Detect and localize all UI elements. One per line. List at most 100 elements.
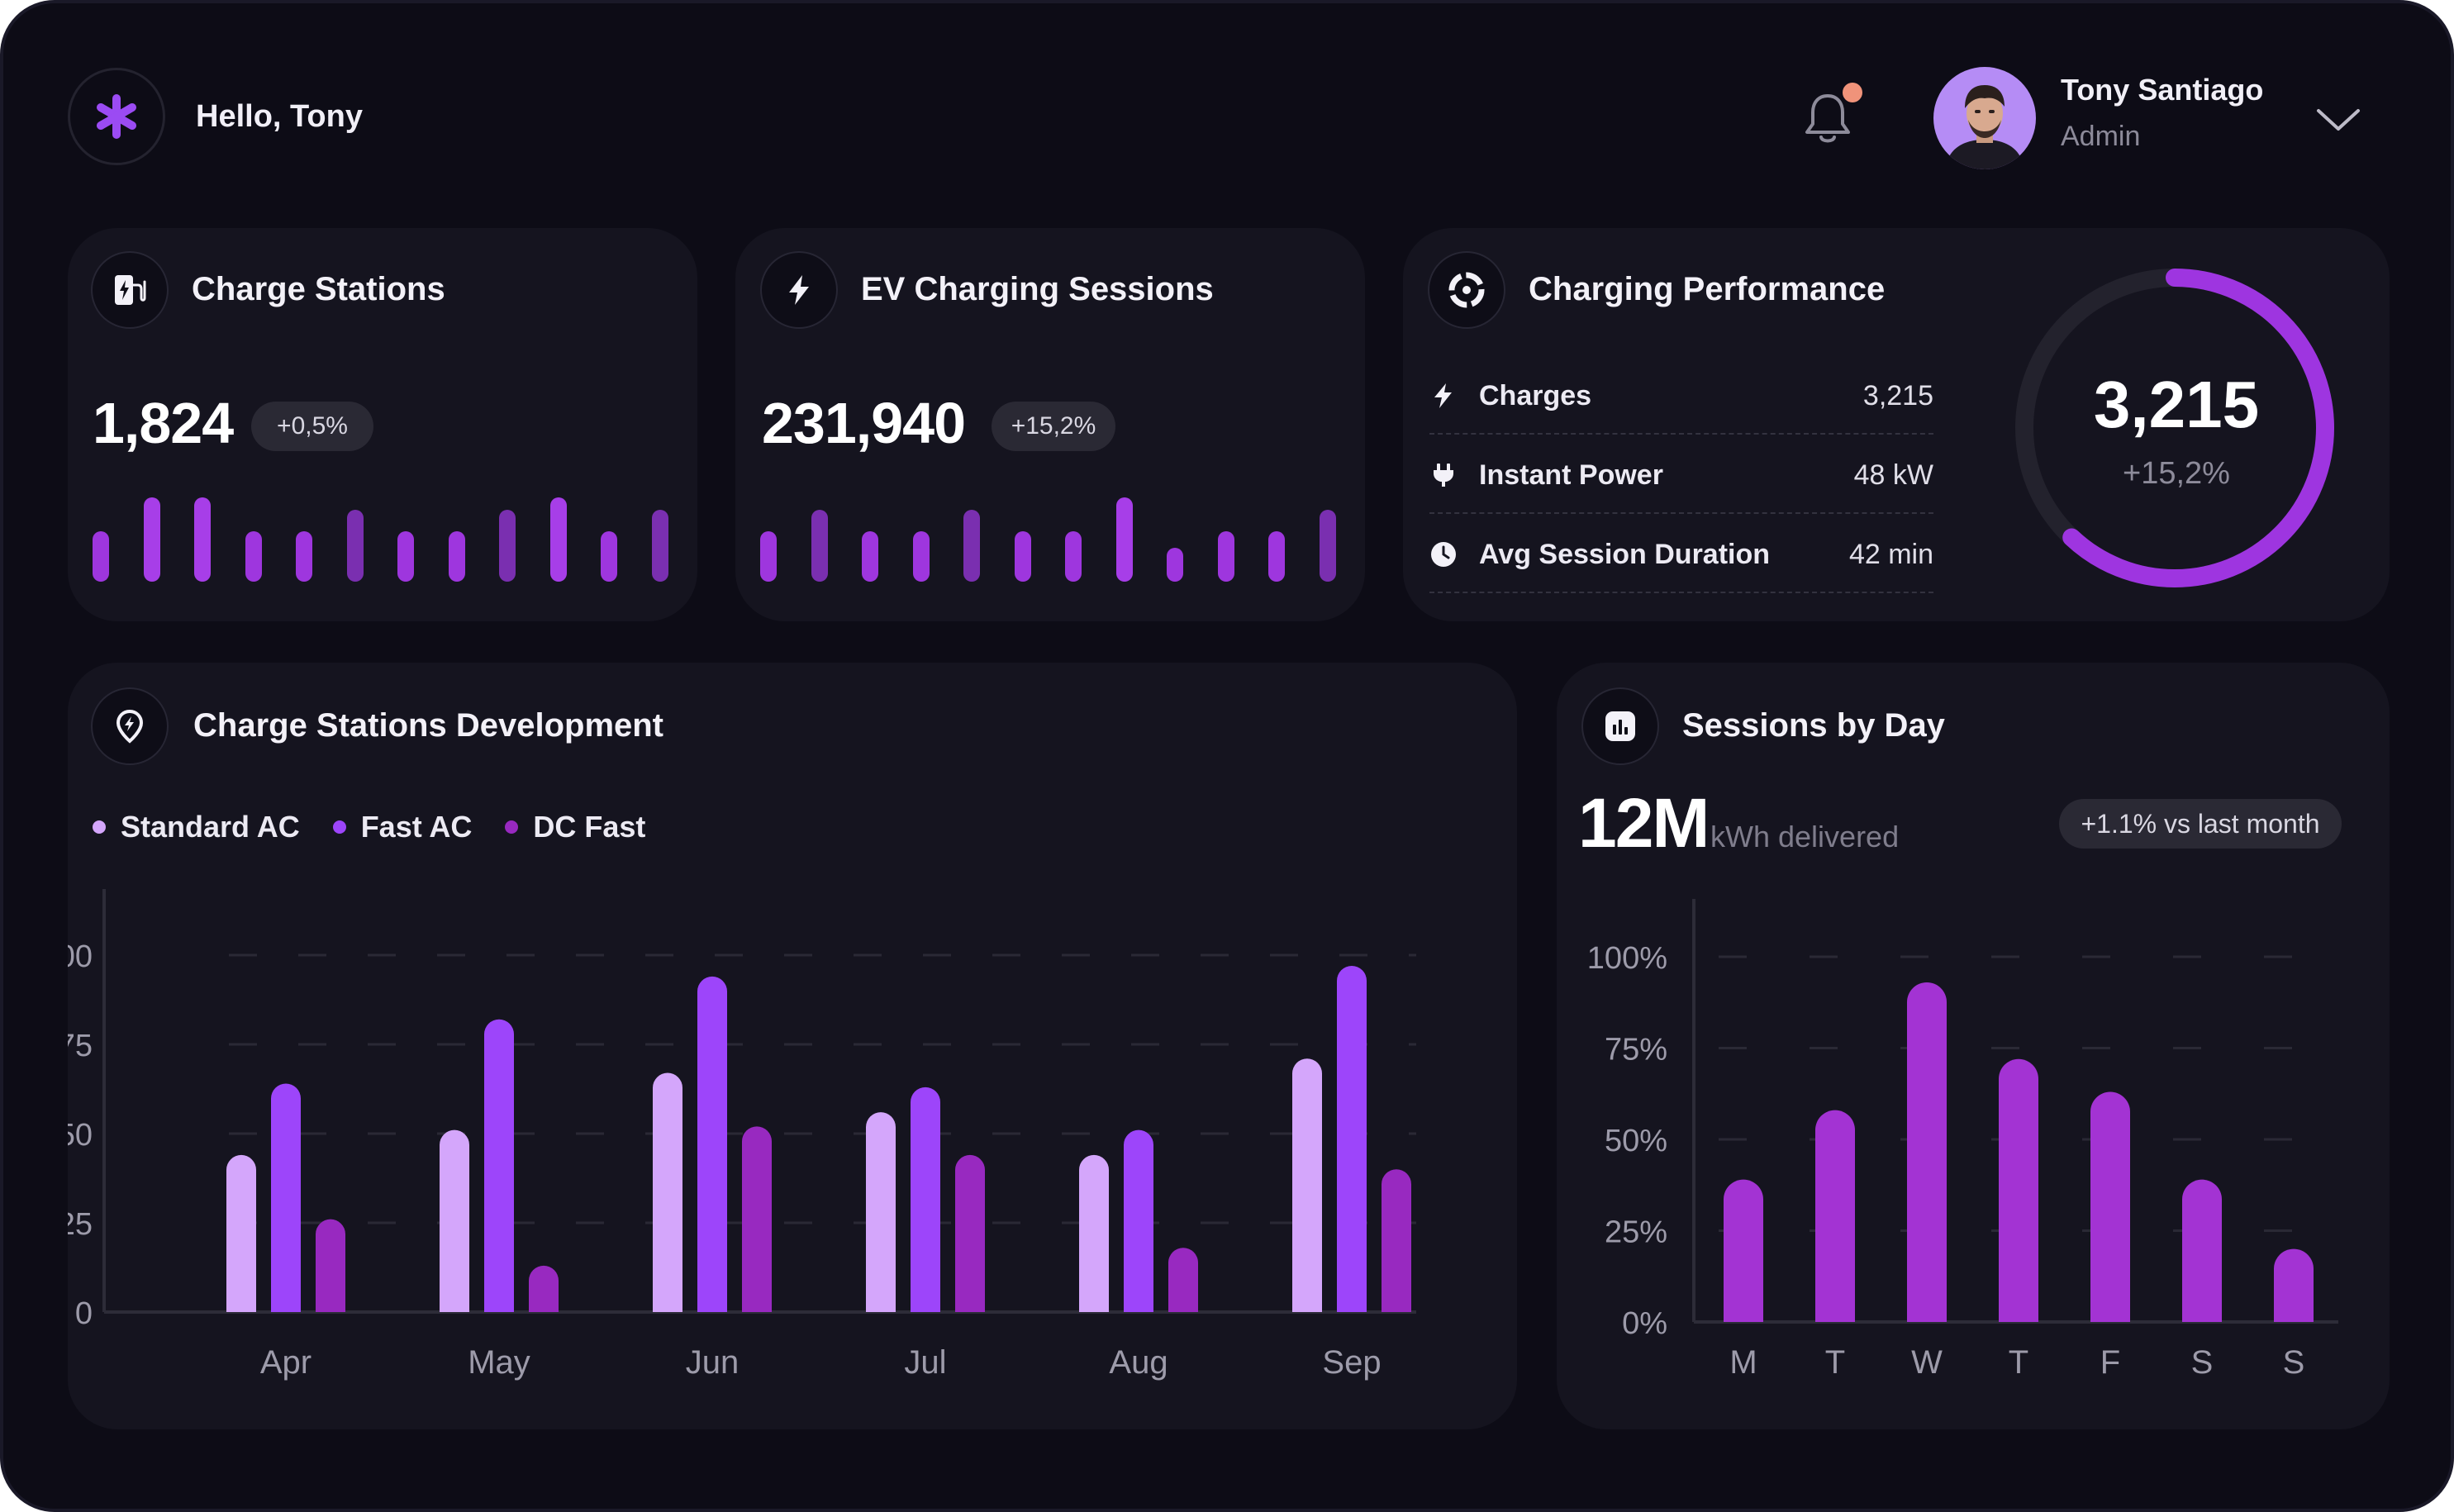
kwh-delivered-unit: kWh delivered <box>1710 820 1900 853</box>
perf-value: 42 min <box>1848 539 1933 570</box>
bar-fast-ac <box>911 1086 940 1312</box>
clock-icon <box>1431 542 1456 567</box>
y-tick-label: 100 <box>68 939 93 974</box>
mini-bar-chart <box>760 497 1339 582</box>
mini-bar <box>1319 510 1336 582</box>
mini-bar <box>448 531 465 582</box>
perf-value: 48 kW <box>1853 459 1933 491</box>
perf-label: Avg Session Duration <box>1479 539 1771 570</box>
gauge-icon <box>1428 251 1505 329</box>
legend-dot <box>505 820 519 834</box>
mini-bar <box>811 510 828 582</box>
x-tick-label: T <box>1825 1344 1845 1381</box>
chart-legend: Standard AC Fast AC DC Fast <box>93 810 645 844</box>
mini-bar <box>1217 531 1234 582</box>
greeting-text: Hello, Tony <box>196 99 363 134</box>
x-tick-label: F <box>2100 1344 2120 1381</box>
y-tick-label: 25% <box>1605 1215 1667 1250</box>
logo-icon[interactable] <box>68 68 165 165</box>
y-tick-label: 75 <box>68 1029 93 1063</box>
ring-value: 3,215 <box>2093 368 2260 441</box>
mini-bar <box>499 510 516 582</box>
mini-bar <box>549 497 567 582</box>
y-tick-label: 50% <box>1605 1124 1667 1158</box>
bar-standard-ac <box>440 1129 469 1312</box>
change-badge: +15,2% <box>992 402 1115 451</box>
card-title: EV Charging Sessions <box>861 271 1214 307</box>
legend-item-dc-fast[interactable]: DC Fast <box>505 810 645 844</box>
bar-chart-icon <box>1581 687 1659 765</box>
avatar[interactable] <box>1933 67 2036 169</box>
mini-bar <box>912 531 930 582</box>
y-tick-label: 25 <box>68 1207 93 1242</box>
mini-bar-chart <box>93 497 671 582</box>
mini-bar <box>963 510 980 582</box>
y-tick-label: 75% <box>1605 1033 1667 1067</box>
mini-bar <box>1167 548 1183 582</box>
ev-sessions-value: 231,940 <box>762 391 966 455</box>
mini-bar <box>296 531 312 582</box>
mini-bar <box>143 497 160 582</box>
development-card: Charge Stations Development <box>68 663 1517 1429</box>
mini-bar <box>93 531 109 582</box>
notification-dot <box>1843 83 1862 102</box>
x-tick-label: W <box>1911 1344 1943 1381</box>
x-tick-label: Aug <box>1109 1344 1168 1381</box>
mini-bar <box>1115 497 1133 582</box>
chevron-down-icon[interactable] <box>2314 104 2363 134</box>
vs-last-month-badge: +1.1% vs last month <box>2059 799 2342 849</box>
bolt-icon <box>760 251 838 329</box>
mini-bar <box>760 531 777 582</box>
mini-bar <box>1014 531 1031 582</box>
perf-label: Instant Power <box>1479 459 1663 491</box>
legend-item-fast-ac[interactable]: Fast AC <box>332 810 473 844</box>
x-tick-label: S <box>2191 1344 2214 1381</box>
ring-change: +15,2% <box>2123 456 2230 491</box>
sessions-by-day-bar-chart: 0% 25% 50% 75% 100% M T W T F S S <box>1587 899 2338 1381</box>
kwh-delivered-value: 12M <box>1578 784 1710 862</box>
legend-label: DC Fast <box>533 810 646 844</box>
card-title: Sessions by Day <box>1682 707 1945 744</box>
user-name: Tony Santiago <box>2061 73 2264 107</box>
ev-sessions-card: EV Charging Sessions 231,940 +15,2% <box>735 228 1365 621</box>
perf-value: 3,215 <box>1862 380 1933 411</box>
mini-bar <box>601 531 617 582</box>
mini-bar <box>194 497 211 582</box>
card-title: Charge Stations Development <box>193 707 664 744</box>
card-title: Charging Performance <box>1529 271 1886 307</box>
day-bar <box>1907 982 1947 1322</box>
x-tick-label: T <box>2009 1344 2028 1381</box>
bar-standard-ac <box>866 1112 896 1312</box>
charge-stations-card: Charge Stations 1,824 +0,5% <box>68 228 697 621</box>
bar-fast-ac <box>271 1083 301 1312</box>
mini-bar <box>397 531 414 582</box>
x-tick-label: Jul <box>904 1344 946 1381</box>
x-tick-label: Jun <box>686 1344 740 1381</box>
progress-ring-arc <box>2015 269 2334 587</box>
bar-standard-ac <box>226 1154 256 1312</box>
legend-label: Fast AC <box>360 810 473 844</box>
card-title: Charge Stations <box>192 271 445 307</box>
bar-fast-ac <box>1124 1129 1153 1312</box>
x-tick-label: Apr <box>260 1344 312 1381</box>
legend-item-standard-ac[interactable]: Standard AC <box>93 810 300 844</box>
bar-fast-ac <box>484 1019 514 1312</box>
day-bar <box>1815 1110 1855 1322</box>
day-bar <box>1999 1058 2038 1322</box>
mini-bar <box>245 531 262 582</box>
legend-dot <box>93 820 106 834</box>
x-tick-label: May <box>468 1344 530 1381</box>
day-bar <box>1724 1179 1763 1322</box>
x-tick-label: M <box>1729 1344 1757 1381</box>
ev-station-icon <box>91 251 169 329</box>
mini-bar <box>1065 531 1082 582</box>
legend-label: Standard AC <box>121 810 300 844</box>
notification-bell-icon[interactable] <box>1796 88 1859 150</box>
day-bar <box>2090 1091 2130 1322</box>
day-bar <box>2182 1179 2222 1322</box>
development-bar-chart: 0 25 50 75 100 Apr May Jun Jul Aug Sep <box>68 889 1416 1381</box>
bar-fast-ac <box>1337 965 1367 1312</box>
charge-stations-value: 1,824 <box>93 391 234 455</box>
y-tick-label: 0 <box>75 1296 93 1331</box>
